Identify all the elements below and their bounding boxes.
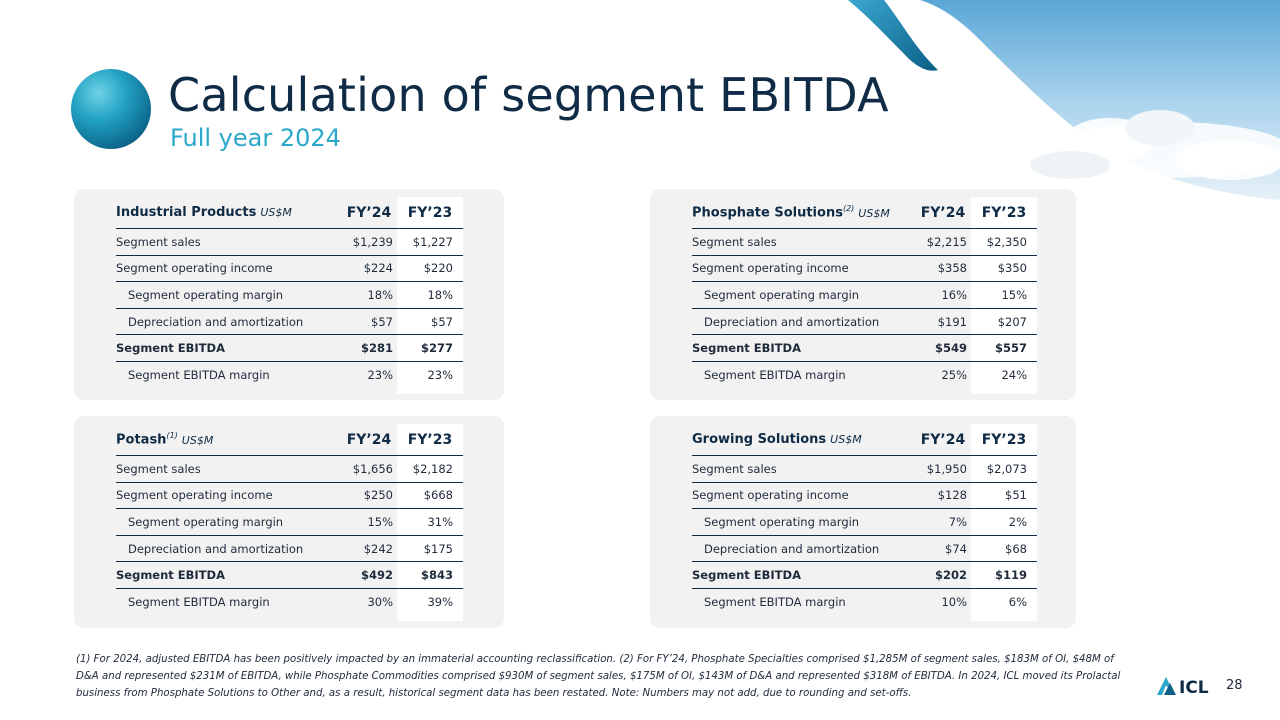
decorative-orb [71,69,151,149]
table-row: Depreciation and amortization $57 $57 [116,309,463,336]
segment-name: Growing Solutions US$M [692,432,862,447]
col-header-fy24: FY’24 [920,204,966,221]
table-row: Segment operating income $358 $350 [692,256,1037,283]
sky-clouds-image [840,0,1280,200]
segment-table: Industrial Products US$M FY’24 FY’23 Segm… [116,197,463,394]
table-row: Depreciation and amortization $242 $175 [116,536,463,563]
segment-name: Potash(1) US$M [116,431,214,448]
segment-panel-industrial-products: Industrial Products US$M FY’24 FY’23 Segm… [74,189,504,400]
table-row: Depreciation and amortization $191 $207 [692,309,1037,336]
table-row: Segment sales $2,215 $2,350 [692,229,1037,256]
icl-logo-icon: ICL [1157,677,1209,697]
table-row: Segment sales $1,239 $1,227 [116,229,463,256]
table-row: Segment EBITDA margin 23% 23% [128,368,453,383]
col-header-fy23: FY’23 [981,431,1027,448]
table-row: Segment EBITDA margin 25% 24% [704,368,1027,383]
table-row: Segment operating income $224 $220 [116,256,463,283]
col-header-fy24: FY’24 [920,431,966,448]
table-row: Segment EBITDA $492 $843 [116,562,463,589]
table-row: Segment operating margin 15% 31% [116,509,463,536]
col-header-fy24: FY’24 [346,431,392,448]
table-row: Segment operating margin 16% 15% [692,282,1037,309]
segment-panel-potash: Potash(1) US$M FY’24 FY’23 Segment sales $… [74,416,504,628]
col-header-fy23: FY’23 [407,204,453,221]
segment-panel-growing-solutions: Growing Solutions US$M FY’24 FY’23 Segmen… [650,416,1076,628]
table-row: Segment operating income $250 $668 [116,483,463,510]
table-row: Segment sales $1,950 $2,073 [692,456,1037,483]
table-row: Segment operating margin 7% 2% [692,509,1037,536]
table-row: Segment sales $1,656 $2,182 [116,456,463,483]
segment-table: Phosphate Solutions(2) US$M FY’24 FY’23 S… [692,197,1037,394]
table-row: Segment EBITDA $549 $557 [692,335,1037,362]
table-row: Segment operating income $128 $51 [692,483,1037,510]
segment-table: Potash(1) US$M FY’24 FY’23 Segment sales $… [116,424,463,621]
table-row: Segment EBITDA margin 30% 39% [128,595,453,610]
svg-text:ICL: ICL [1179,678,1209,697]
page-title: Calculation of segment EBITDA [168,68,889,122]
segment-name: Industrial Products US$M [116,205,292,220]
table-row: Segment EBITDA margin 10% 6% [704,595,1027,610]
table-row: Segment operating margin 18% 18% [116,282,463,309]
col-header-fy24: FY’24 [346,204,392,221]
col-header-fy23: FY’23 [981,204,1027,221]
table-row: Segment EBITDA $281 $277 [116,335,463,362]
page-number: 28 [1226,678,1243,693]
page-subtitle: Full year 2024 [170,124,341,152]
table-row: Segment EBITDA $202 $119 [692,562,1037,589]
segment-panel-phosphate-solutions: Phosphate Solutions(2) US$M FY’24 FY’23 S… [650,189,1076,400]
col-header-fy23: FY’23 [407,431,453,448]
segment-table: Growing Solutions US$M FY’24 FY’23 Segmen… [692,424,1037,621]
segment-name: Phosphate Solutions(2) US$M [692,204,890,221]
footnote: (1) For 2024, adjusted EBITDA has been p… [76,654,1121,699]
table-row: Depreciation and amortization $74 $68 [692,536,1037,563]
